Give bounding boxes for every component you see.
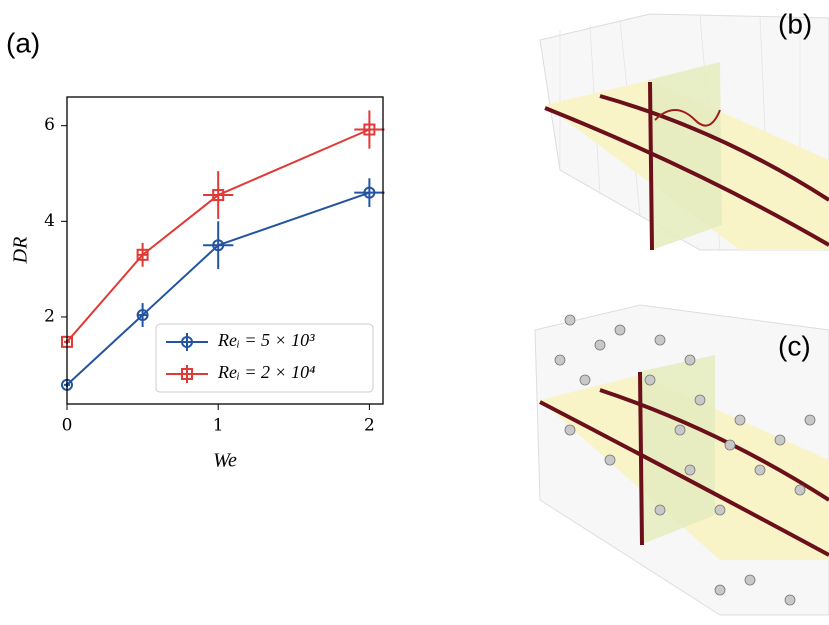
panel-label: (b) — [778, 8, 812, 39]
series-line — [66, 128, 370, 343]
x-tick-label: 0 — [62, 416, 73, 436]
legend-label: Reᵢ = 2 × 10⁴ — [217, 362, 315, 382]
panel-label: (a) — [6, 27, 40, 58]
y-tick-label: 4 — [44, 211, 55, 231]
legend-marker — [181, 336, 193, 348]
y-tick-label: 6 — [44, 115, 55, 135]
panel-label: (c) — [778, 330, 811, 361]
legend-box — [155, 323, 374, 393]
x-tick-label: 1 — [213, 416, 224, 436]
x-tick-label: 2 — [364, 416, 375, 436]
plot: 0 1 2 2 4 6 Reᵢ = 5 × 10³ Reᵢ = 2 × 10⁴ — [44, 110, 385, 436]
render-c — [534, 304, 829, 616]
y-tick-label: 2 — [44, 306, 55, 326]
marker — [136, 248, 149, 261]
legend-label: Reᵢ = 5 × 10³ — [217, 330, 315, 350]
marker — [212, 239, 225, 252]
y-axis-label: DR — [10, 237, 32, 265]
marker — [136, 309, 149, 322]
legend-marker — [181, 368, 193, 380]
series-line — [66, 191, 370, 386]
marker — [363, 123, 376, 136]
axes-frame — [66, 96, 384, 405]
marker — [363, 186, 376, 199]
render-b — [539, 13, 829, 251]
marker — [212, 189, 225, 202]
x-axis-label: We — [213, 450, 237, 472]
